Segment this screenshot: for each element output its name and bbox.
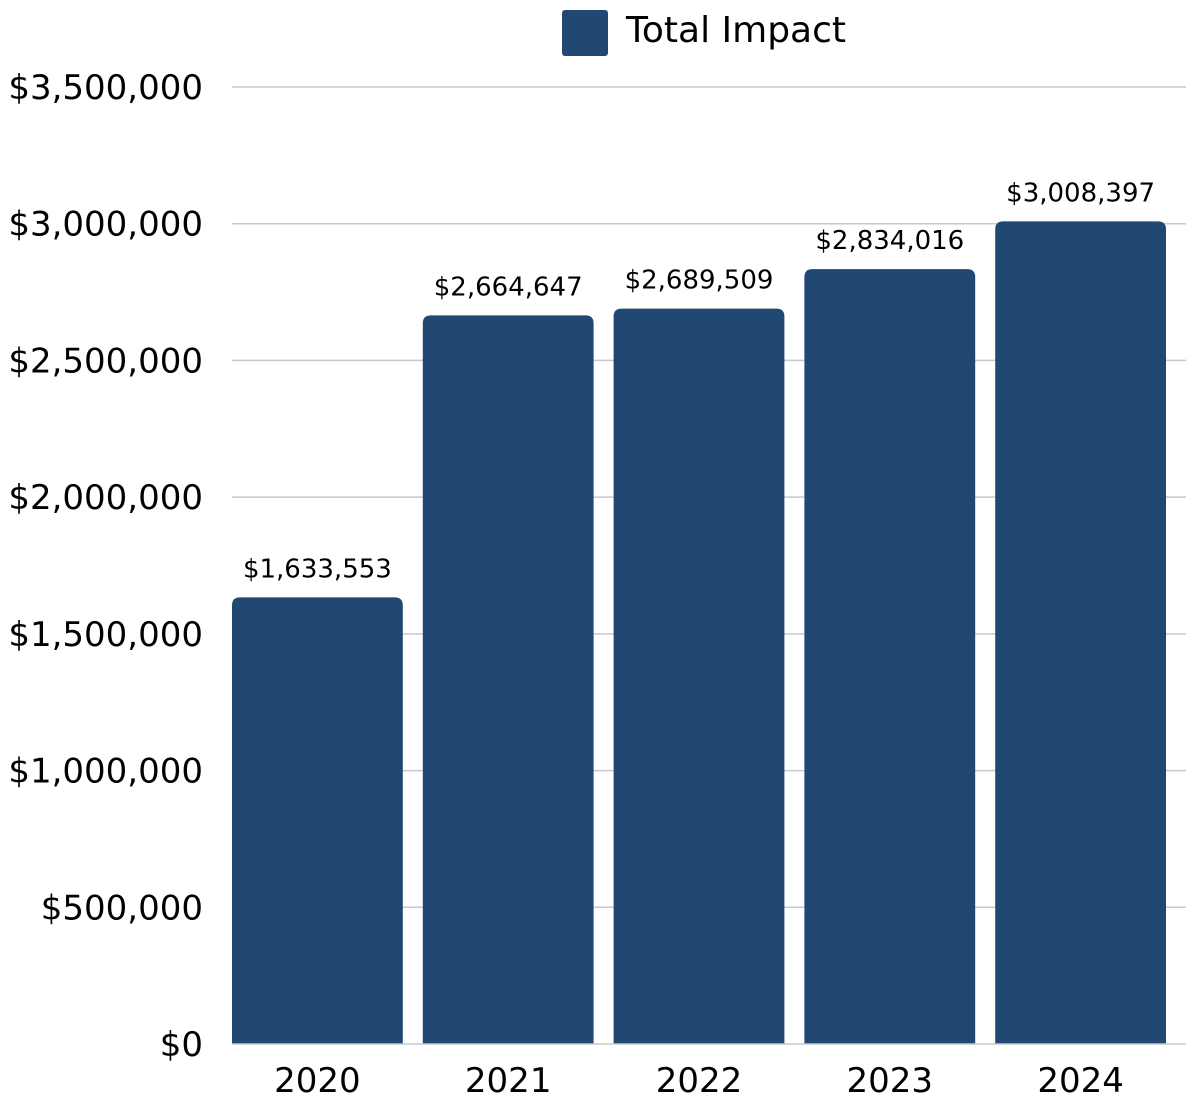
x-tick-label: 2023 bbox=[847, 1061, 934, 1097]
y-tick-label: $3,000,000 bbox=[8, 205, 203, 245]
y-axis: $0 $500,000 $1,000,000 $1,500,000 $2,000,000… bbox=[8, 68, 203, 1065]
x-tick-label: 2020 bbox=[274, 1061, 361, 1097]
x-tick-label: 2021 bbox=[465, 1061, 552, 1097]
bars bbox=[232, 221, 1166, 1044]
data-labels: $1,633,553 $2,664,647 $2,689,509 $2,834,016… bbox=[243, 178, 1155, 584]
y-tick-label: $3,500,000 bbox=[8, 68, 203, 108]
y-tick-label: $1,000,000 bbox=[8, 752, 203, 792]
data-label-2023: $2,834,016 bbox=[815, 226, 964, 256]
y-tick-label: $0 bbox=[160, 1025, 203, 1065]
bar-2022 bbox=[613, 308, 785, 1044]
data-label-2024: $3,008,397 bbox=[1006, 178, 1155, 208]
x-tick-label: 2022 bbox=[656, 1061, 743, 1097]
x-tick-label: 2024 bbox=[1037, 1061, 1124, 1097]
y-tick-label: $2,000,000 bbox=[8, 478, 203, 518]
bar-2024 bbox=[995, 221, 1166, 1044]
bar-2021 bbox=[422, 315, 594, 1044]
legend-swatch bbox=[562, 10, 608, 56]
bar-2020 bbox=[232, 597, 403, 1044]
data-label-2020: $1,633,553 bbox=[243, 554, 392, 584]
y-tick-label: $2,500,000 bbox=[8, 341, 203, 381]
data-label-2021: $2,664,647 bbox=[434, 272, 583, 302]
bar-2023 bbox=[804, 269, 976, 1044]
x-axis: 2020 2021 2022 2023 2024 bbox=[232, 1043, 1186, 1101]
legend-label: Total Impact bbox=[625, 10, 846, 51]
y-tick-label: $500,000 bbox=[41, 888, 203, 928]
data-label-2022: $2,689,509 bbox=[625, 266, 774, 296]
y-tick-label: $1,500,000 bbox=[8, 615, 203, 655]
legend: Total Impact bbox=[562, 10, 846, 56]
